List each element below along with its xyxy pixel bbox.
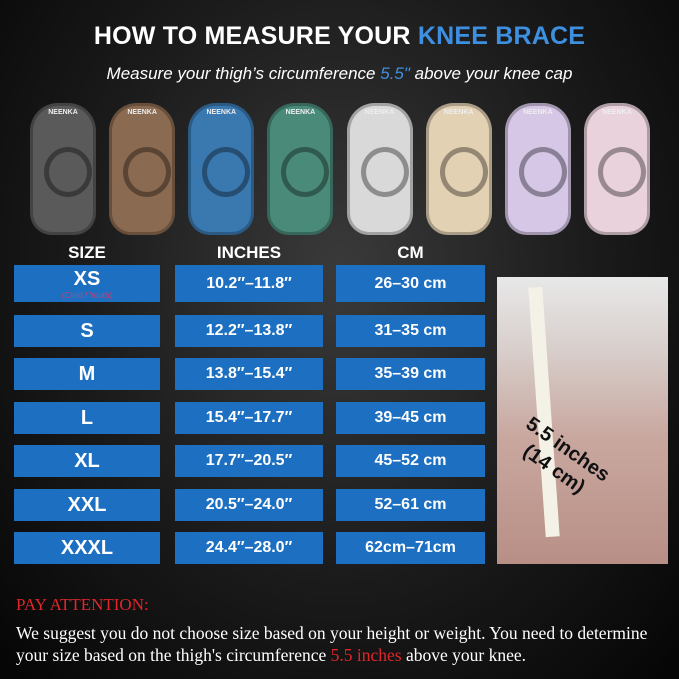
inches-value: 13.8″–15.4″ xyxy=(205,365,293,382)
product-lineup: NEENKA NEENKA NEENKA NEENKA NEENKA NEENKA NEEN… xyxy=(30,103,650,238)
size-value: XXXL xyxy=(60,536,114,559)
brand-label: NEENKA xyxy=(127,109,157,116)
inches-value: 10.2″–11.8″ xyxy=(206,274,292,292)
subtitle-highlight: 5.5" xyxy=(380,64,410,83)
cm-value: 45–52 cm xyxy=(374,452,447,469)
brand-label: NEENKA xyxy=(364,109,395,116)
cell-size: L xyxy=(14,402,160,434)
subtitle-after: above your knee cap xyxy=(409,64,573,83)
patella-pad xyxy=(44,147,92,197)
cell-inches: 15.4″–17.7″ xyxy=(175,402,323,434)
cm-value: 39–45 cm xyxy=(374,409,447,426)
page-title: HOW TO MEASURE YOUR KNEE BRACE xyxy=(0,22,679,51)
cm-value: 31–35 cm xyxy=(374,322,447,339)
inches-value: 15.4″–17.7″ xyxy=(205,409,293,426)
patella-pad xyxy=(597,147,646,197)
cell-size: S xyxy=(14,315,160,347)
inches-value: 17.7″–20.5″ xyxy=(205,452,293,469)
knee-brace-image: NEENKA xyxy=(109,103,176,235)
knee-brace-image: NEENKA xyxy=(30,103,96,235)
cell-cm: 52–61 cm xyxy=(336,489,485,521)
brand-label: NEENKA xyxy=(602,109,632,116)
knee-brace-image: NEENKA xyxy=(346,103,413,235)
header-size: SIZE xyxy=(68,243,106,262)
subtitle: Measure your thigh’s circumference 5.5" … xyxy=(0,64,679,84)
cell-cm: 35–39 cm xyxy=(336,358,485,390)
patella-pad xyxy=(123,147,172,197)
brand-label: NEENKA xyxy=(48,109,78,116)
thigh-measure-photo: 5.5 inches (14 cm) xyxy=(497,277,668,564)
cell-inches: 17.7″–20.5″ xyxy=(175,445,323,477)
cell-inches: 13.8″–15.4″ xyxy=(175,358,323,390)
patella-pad xyxy=(360,147,409,197)
knee-brace-image: NEENKA xyxy=(583,103,650,235)
cm-value: 52–61 cm xyxy=(374,496,447,513)
patella-pad xyxy=(518,147,567,197)
cell-inches: 20.5″–24.0″ xyxy=(175,489,323,521)
knee-brace-image: NEENKA xyxy=(267,103,334,235)
cell-size: XL xyxy=(14,445,160,477)
size-note: (Child / Youth) xyxy=(61,290,113,300)
patella-pad xyxy=(202,147,251,197)
brand-label: NEENKA xyxy=(523,109,553,116)
inches-value: 12.2″–13.8″ xyxy=(205,322,293,339)
knee-brace-image: NEENKA xyxy=(504,103,571,235)
title-text: HOW TO MEASURE YOUR xyxy=(93,22,418,50)
size-value: XL xyxy=(74,449,100,472)
attention-heading: PAY ATTENTION: xyxy=(16,595,149,614)
cell-inches: 10.2″–11.8″ xyxy=(175,265,323,302)
size-value: XXL xyxy=(67,493,107,516)
knee-brace-image: NEENKA xyxy=(188,103,255,235)
brand-label: NEENKA xyxy=(206,109,237,116)
title-highlight: KNEE BRACE xyxy=(417,22,586,50)
cell-cm: 31–35 cm xyxy=(336,315,485,347)
header-cm: CM xyxy=(397,243,424,262)
cell-size: XXL xyxy=(14,489,160,521)
subtitle-before: Measure your thigh’s circumference xyxy=(106,64,381,83)
cm-value: 26–30 cm xyxy=(374,274,447,292)
brand-label: NEENKA xyxy=(285,109,316,116)
cm-value: 62cm–71cm xyxy=(365,539,456,556)
cell-size: XXXL xyxy=(14,532,160,564)
inches-value: 24.4″–28.0″ xyxy=(205,539,293,556)
size-value: L xyxy=(80,406,94,429)
knee-brace-image: NEENKA xyxy=(425,103,492,235)
header-inches: INCHES xyxy=(216,243,282,262)
attention-text: We suggest you do not choose size based … xyxy=(16,622,676,666)
size-value: S xyxy=(80,319,94,342)
measure-label: 5.5 inches (14 cm) xyxy=(507,412,614,507)
attention-text-before: We suggest you do not choose size based … xyxy=(16,623,648,665)
cm-value: 35–39 cm xyxy=(374,365,447,382)
patella-pad xyxy=(439,147,488,197)
brand-label: NEENKA xyxy=(443,109,474,116)
cell-inches: 24.4″–28.0″ xyxy=(175,532,323,564)
cell-size: M xyxy=(14,358,160,390)
inches-value: 20.5″–24.0″ xyxy=(205,496,293,513)
patella-pad xyxy=(281,147,330,197)
attention-highlight: 5.5 inches xyxy=(330,645,402,665)
cell-cm: 45–52 cm xyxy=(336,445,485,477)
size-value: M xyxy=(78,362,96,385)
size-value: XS xyxy=(73,267,101,290)
cell-cm: 26–30 cm xyxy=(336,265,485,302)
cell-cm: 62cm–71cm xyxy=(336,532,485,564)
cell-cm: 39–45 cm xyxy=(336,402,485,434)
measuring-tape xyxy=(528,286,560,538)
cell-inches: 12.2″–13.8″ xyxy=(175,315,323,347)
attention-text-after: above your knee. xyxy=(401,645,527,665)
cell-size: XS (Child / Youth) xyxy=(14,265,160,302)
